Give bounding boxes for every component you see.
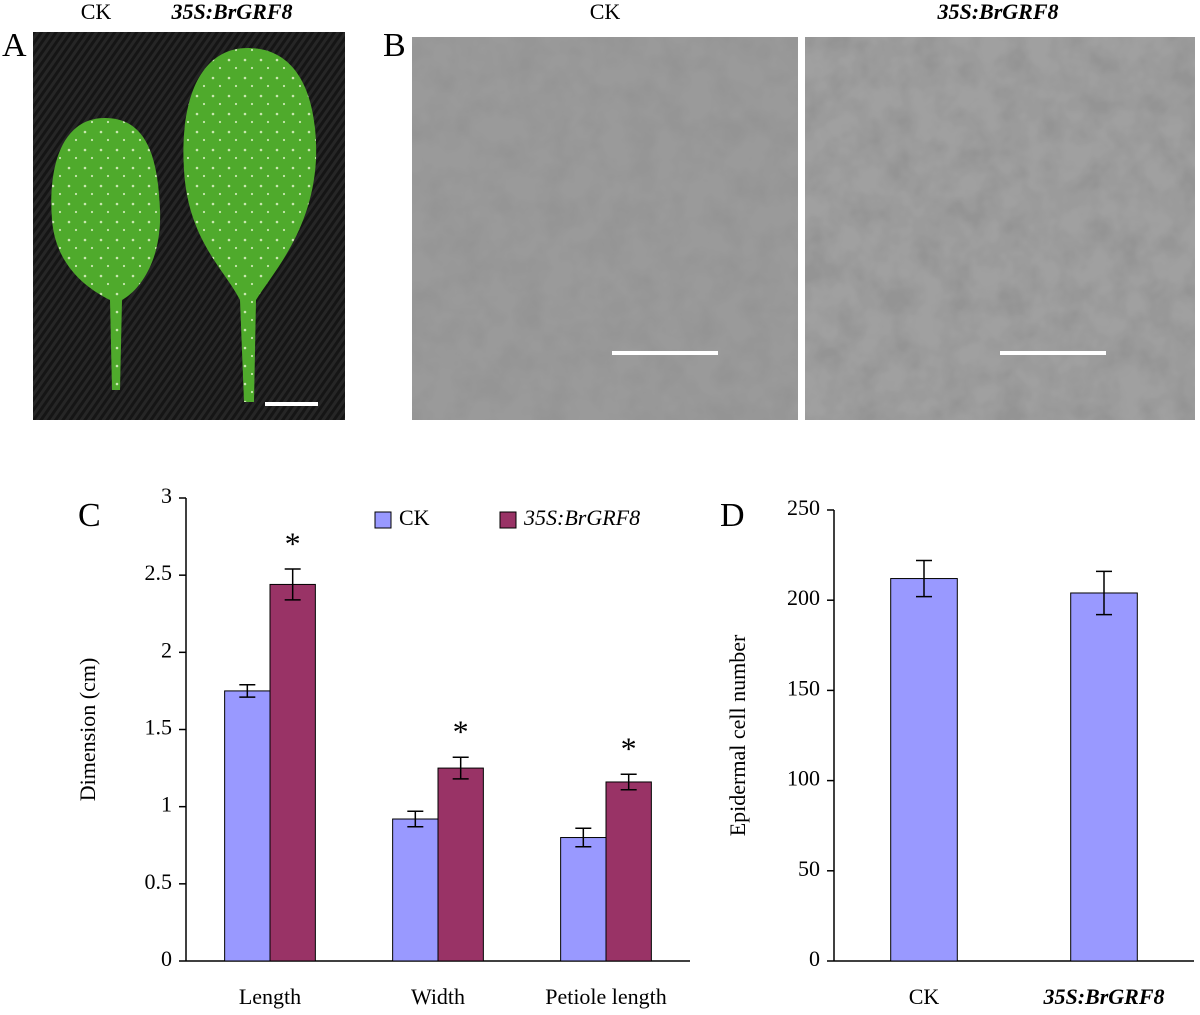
error-bar bbox=[239, 683, 256, 698]
error-bar bbox=[284, 568, 301, 601]
error-bar bbox=[1096, 570, 1112, 616]
significance-mark: * bbox=[285, 525, 301, 561]
y-tick-label: 2 bbox=[161, 637, 172, 662]
error-bar bbox=[916, 559, 932, 598]
photo-caption: 35S:BrGRF8 bbox=[936, 0, 1058, 24]
error-bar bbox=[407, 810, 424, 828]
leaf-ck bbox=[51, 118, 161, 390]
panel-label: D bbox=[720, 497, 745, 534]
photo-caption: CK bbox=[590, 0, 621, 24]
y-tick-label: 50 bbox=[798, 856, 820, 881]
panel-label: C bbox=[78, 497, 101, 534]
x-tick-label: Petiole length bbox=[545, 984, 667, 1009]
x-tick-label: CK bbox=[909, 984, 940, 1009]
y-axis-label: Epidermal cell number bbox=[725, 634, 750, 836]
y-tick-label: 1 bbox=[161, 792, 172, 817]
bar bbox=[560, 837, 607, 962]
bar bbox=[437, 767, 484, 962]
y-tick-label: 1.5 bbox=[145, 715, 173, 740]
y-tick-label: 250 bbox=[787, 495, 820, 520]
y-tick-label: 3 bbox=[161, 483, 172, 508]
error-bar bbox=[620, 773, 637, 791]
y-tick-label: 200 bbox=[787, 585, 820, 610]
x-tick-label: Width bbox=[411, 984, 465, 1009]
error-bar bbox=[452, 756, 469, 780]
panel-label: B bbox=[383, 27, 406, 64]
bar bbox=[269, 583, 316, 962]
y-tick-label: 0.5 bbox=[145, 869, 173, 894]
significance-mark: * bbox=[453, 714, 469, 750]
leaf-transgenic bbox=[183, 48, 317, 402]
panel-label: A bbox=[2, 27, 27, 64]
bar bbox=[890, 578, 958, 962]
significance-mark: * bbox=[621, 731, 637, 767]
photo-caption: CK bbox=[81, 0, 112, 24]
photo-caption: 35S:BrGRF8 bbox=[170, 0, 292, 24]
sem-photo-ck bbox=[412, 37, 798, 420]
y-tick-label: 0 bbox=[161, 946, 172, 971]
x-tick-label: 35S:BrGRF8 bbox=[1042, 984, 1164, 1009]
x-tick-label: Length bbox=[239, 984, 301, 1009]
error-bar bbox=[575, 827, 592, 848]
bar bbox=[392, 818, 439, 962]
legend-swatch bbox=[374, 511, 392, 529]
bar bbox=[605, 781, 652, 962]
legend-label: CK bbox=[399, 505, 430, 530]
sem-photo-transgenic bbox=[805, 37, 1195, 420]
y-tick-label: 150 bbox=[787, 675, 820, 700]
y-tick-label: 0 bbox=[809, 946, 820, 971]
bar bbox=[1070, 592, 1138, 962]
y-tick-label: 100 bbox=[787, 766, 820, 791]
bar bbox=[224, 690, 271, 962]
legend-swatch bbox=[499, 511, 517, 529]
y-axis-label: Dimension (cm) bbox=[75, 658, 100, 802]
legend-label: 35S:BrGRF8 bbox=[523, 505, 640, 530]
y-tick-label: 2.5 bbox=[145, 560, 173, 585]
